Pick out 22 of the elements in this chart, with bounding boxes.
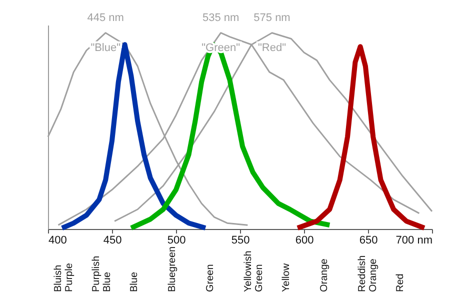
series-label: "Blue" [90,42,121,54]
text: Bluish Purple [53,262,75,292]
text: Reddish Orange [357,255,379,292]
x-tick-label: 550 [231,234,250,246]
x-tick-label: 450 [103,234,122,246]
annotation: 445 nm [87,12,124,24]
x-tick-label: 500 [167,234,186,246]
text: Bluegreen [167,246,178,292]
text: Yellow [281,262,292,292]
text: Blue [129,272,140,292]
text: Orange [319,258,330,292]
x-tick-label: 400 [48,234,67,246]
annotation: 535 nm [202,12,240,24]
series-label: "Red" [258,42,286,54]
text: Yellowish Green [243,250,265,292]
text: Purplish Blue [91,256,113,292]
annotation: 575 nm [254,12,290,24]
x-tick-label: 600 [295,234,314,246]
x-tick-label: 650 [359,234,378,246]
text: Green [205,264,216,292]
x-tick-label: 700 nm [396,234,432,246]
text: Red [395,274,406,292]
